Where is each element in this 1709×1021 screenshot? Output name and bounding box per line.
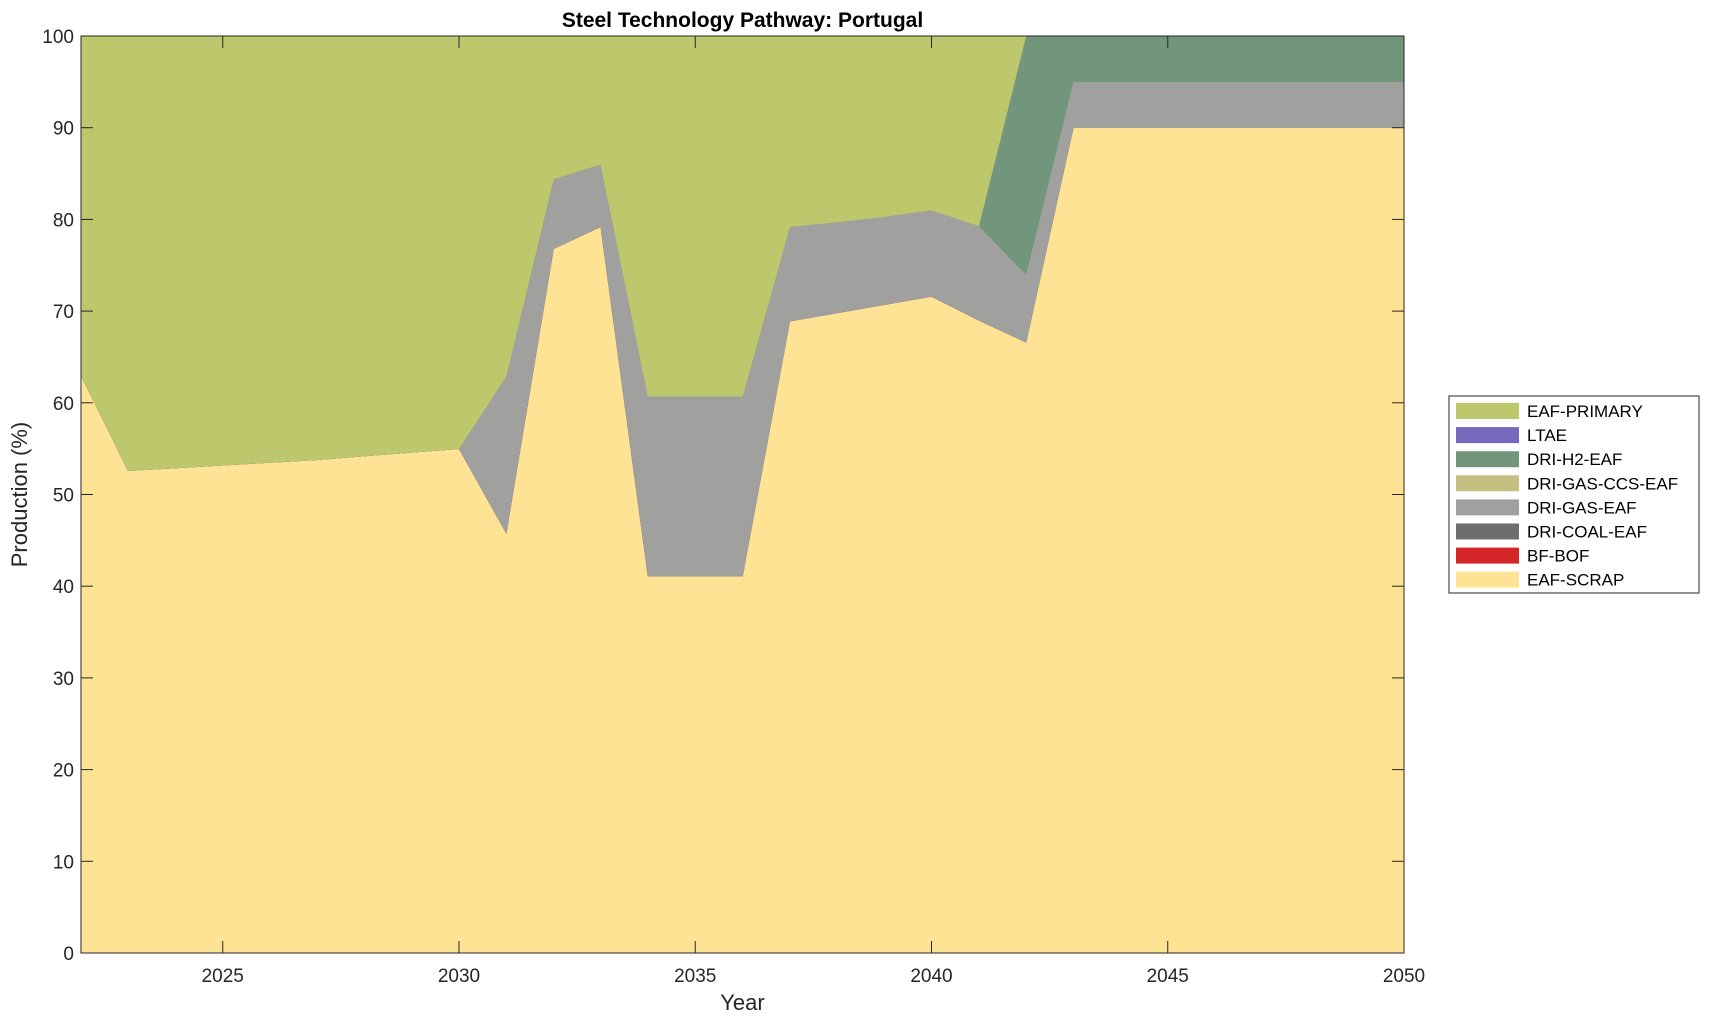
y-tick-label: 50 xyxy=(53,486,74,507)
y-axis: 0 10 20 30 40 50 60 70 80 90 100 xyxy=(42,27,1404,965)
y-tick-label: 30 xyxy=(53,669,74,690)
y-tick-label: 0 xyxy=(63,944,74,965)
x-tick-label: 2035 xyxy=(674,966,716,987)
legend-label-bf-bof: BF-BOF xyxy=(1527,547,1589,566)
x-tick-label: 2030 xyxy=(438,966,480,987)
y-tick-label: 80 xyxy=(53,210,74,231)
x-tick-label: 2045 xyxy=(1147,966,1189,987)
legend-swatch-dri-gas-eaf xyxy=(1456,499,1519,516)
legend-label-ltae: LTAE xyxy=(1527,426,1567,445)
y-tick-label: 90 xyxy=(53,119,74,140)
legend-swatch-ltae xyxy=(1456,427,1519,444)
y-tick-label: 20 xyxy=(53,761,74,782)
legend-swatch-eaf-scrap xyxy=(1456,571,1519,588)
y-tick-label: 40 xyxy=(53,577,74,598)
legend-label-eaf-scrap: EAF-SCRAP xyxy=(1527,571,1624,590)
legend-label-dri-gas-ccs-eaf: DRI-GAS-CCS-EAF xyxy=(1527,474,1678,493)
legend-swatch-dri-h2-eaf xyxy=(1456,451,1519,468)
x-axis-label: Year xyxy=(720,990,764,1015)
y-tick-label: 70 xyxy=(53,302,74,323)
legend-swatch-dri-gas-ccs-eaf xyxy=(1456,475,1519,492)
legend-label-dri-h2-eaf: DRI-H2-EAF xyxy=(1527,450,1622,469)
y-tick-label: 60 xyxy=(53,394,74,415)
legend-swatch-dri-coal-eaf xyxy=(1456,523,1519,540)
y-axis-label: Production (%) xyxy=(7,422,32,568)
chart-title: Steel Technology Pathway: Portugal xyxy=(562,9,923,32)
legend: EAF-PRIMARY LTAE DRI-H2-EAF DRI-GAS-CCS-EAF… xyxy=(1448,395,1700,594)
x-tick-label: 2040 xyxy=(910,966,952,987)
x-tick-label: 2025 xyxy=(202,966,244,987)
y-tick-label: 10 xyxy=(53,852,74,873)
x-tick-label: 2050 xyxy=(1383,966,1425,987)
legend-label-eaf-primary: EAF-PRIMARY xyxy=(1527,402,1643,421)
chart-areas xyxy=(80,35,1405,954)
legend-swatch-bf-bof xyxy=(1456,547,1519,564)
legend-label-dri-coal-eaf: DRI-COAL-EAF xyxy=(1527,523,1647,542)
legend-label-dri-gas-eaf: DRI-GAS-EAF xyxy=(1527,498,1637,517)
legend-swatch-eaf-primary xyxy=(1456,403,1519,419)
x-axis: 2025 2030 2035 2040 2045 2050 xyxy=(202,36,1425,987)
y-tick-label: 100 xyxy=(42,27,74,48)
